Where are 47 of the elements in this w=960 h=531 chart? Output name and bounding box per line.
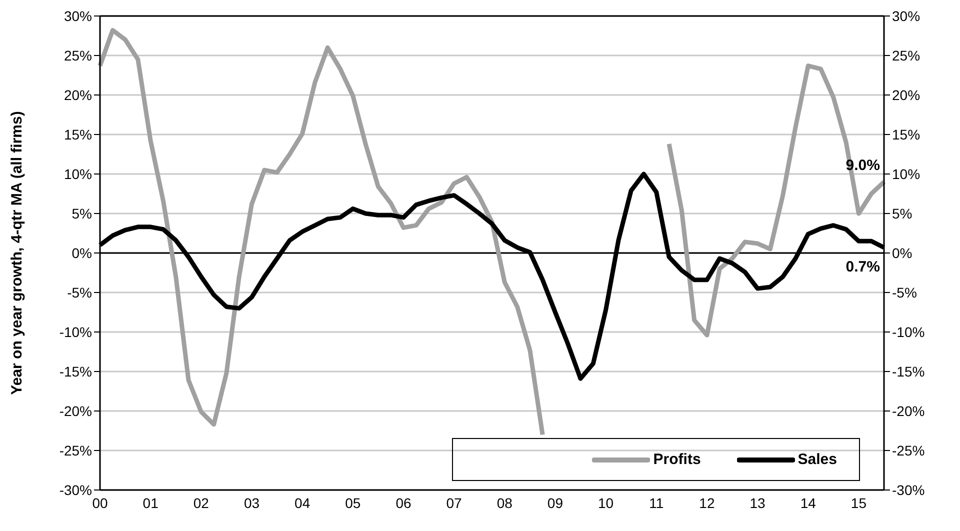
y2-tick-label: 0% bbox=[892, 244, 912, 261]
y2-tick-label: 5% bbox=[892, 205, 912, 222]
y2-tick-label: -30% bbox=[892, 482, 925, 498]
y-tick-label: -20% bbox=[59, 402, 92, 419]
x-tick-label: 06 bbox=[396, 494, 412, 511]
y2-tick-label: -5% bbox=[892, 284, 917, 300]
x-tick-label: 10 bbox=[598, 494, 614, 511]
y-tick-label: 25% bbox=[64, 47, 92, 64]
x-tick-label: 11 bbox=[649, 494, 664, 511]
y2-tick-label: 10% bbox=[892, 166, 920, 182]
y2-tick-label: -10% bbox=[892, 324, 925, 340]
x-tick-label: 12 bbox=[699, 494, 715, 511]
x-tick-label: 09 bbox=[547, 494, 564, 511]
y2-tick-label: 20% bbox=[892, 86, 920, 103]
y-tick-label: 10% bbox=[64, 166, 92, 182]
y-tick-label: -15% bbox=[59, 363, 92, 380]
x-tick-label: 05 bbox=[345, 494, 361, 511]
y-tick-label: -25% bbox=[59, 442, 92, 458]
x-tick-label: 03 bbox=[244, 494, 260, 511]
data-label: 0.7% bbox=[846, 258, 880, 276]
x-tick-label: 04 bbox=[294, 494, 310, 511]
x-tick-label: 15 bbox=[850, 494, 867, 511]
legend-label: Sales bbox=[798, 451, 837, 468]
y2-tick-label: -20% bbox=[892, 402, 925, 419]
y-tick-label: -5% bbox=[67, 284, 92, 300]
y-tick-label: 5% bbox=[72, 205, 92, 222]
x-tick-label: 07 bbox=[446, 494, 462, 511]
y-tick-label: -10% bbox=[59, 324, 92, 340]
y2-tick-label: 15% bbox=[892, 126, 920, 142]
data-label: 9.0% bbox=[846, 156, 880, 174]
y-tick-label: 0% bbox=[72, 244, 92, 261]
y2-tick-label: 25% bbox=[892, 47, 920, 64]
y-tick-label: 20% bbox=[64, 86, 92, 103]
x-tick-label: 13 bbox=[750, 494, 766, 511]
y-tick-label: -30% bbox=[59, 482, 92, 498]
legend-label: Profits bbox=[653, 451, 701, 468]
x-tick-label: 01 bbox=[142, 494, 159, 511]
x-tick-label: 00 bbox=[92, 494, 108, 511]
x-tick-label: 08 bbox=[496, 494, 513, 511]
y2-tick-label: 30% bbox=[892, 8, 920, 24]
y2-tick-label: -15% bbox=[892, 363, 925, 380]
y2-tick-label: -25% bbox=[892, 442, 925, 458]
x-tick-label: 02 bbox=[193, 494, 210, 511]
x-tick-label: 14 bbox=[800, 494, 816, 511]
y-tick-label: 30% bbox=[64, 8, 92, 24]
y-tick-label: 15% bbox=[64, 126, 92, 142]
y-axis-title: Year on year growth, 4-qtr MA (all firms) bbox=[8, 111, 26, 395]
